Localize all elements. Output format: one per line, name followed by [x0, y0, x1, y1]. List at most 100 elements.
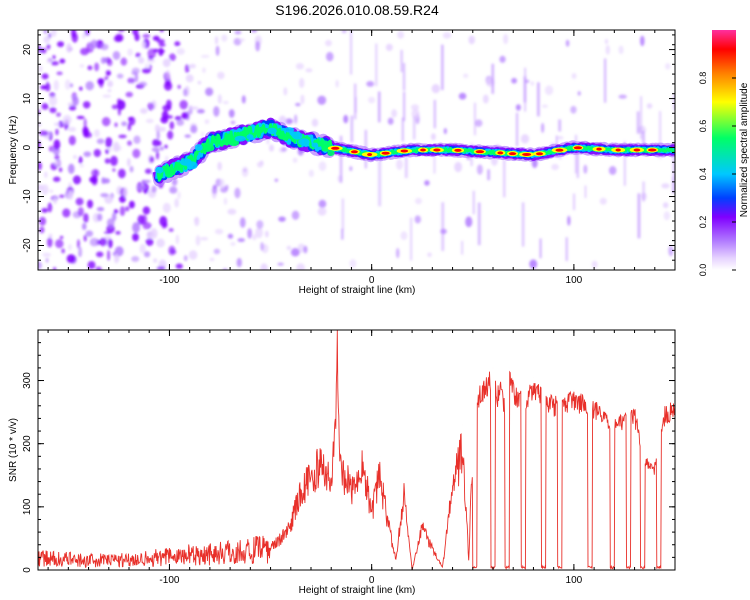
- noise-blob: [234, 187, 241, 199]
- noise-blob: [213, 106, 220, 117]
- noise-blob: [565, 39, 570, 47]
- noise-blob: [274, 178, 279, 182]
- snr-data-point: [664, 405, 665, 406]
- noise-blob: [41, 103, 49, 110]
- snr-data-point: [250, 544, 251, 545]
- ridge-blob: [194, 144, 203, 152]
- noise-blob: [414, 215, 421, 224]
- noise-blob: [97, 213, 103, 222]
- noise-blob: [78, 156, 83, 164]
- noise-blob: [147, 102, 155, 111]
- noise-blob: [138, 185, 147, 190]
- noise-blob: [53, 79, 59, 91]
- noise-blob: [325, 51, 334, 62]
- noise-blob: [194, 216, 200, 227]
- noise-blob: [424, 180, 430, 186]
- noise-blob: [112, 168, 116, 172]
- snr-data-point: [310, 456, 311, 457]
- noise-blob: [133, 135, 141, 144]
- noise-blob: [132, 148, 141, 159]
- ridge-peak-spot: [331, 146, 340, 150]
- noise-blob: [215, 45, 220, 56]
- noise-blob: [85, 230, 94, 237]
- noise-blob: [131, 67, 140, 74]
- noise-blob: [47, 237, 53, 248]
- noise-blob: [138, 81, 148, 87]
- noise-blob: [259, 160, 264, 166]
- noise-blob: [41, 184, 49, 195]
- noise-blob: [55, 128, 59, 136]
- noise-blob: [107, 89, 112, 93]
- noise-blob: [443, 128, 447, 135]
- ridge-blob: [277, 132, 288, 140]
- noise-blob: [47, 32, 52, 39]
- colorbar-tick-label: 0.2: [698, 216, 708, 229]
- noise-blob: [79, 164, 85, 168]
- noise-blob: [89, 237, 99, 247]
- noise-blob: [241, 166, 249, 178]
- noise-blob: [164, 144, 168, 149]
- noise-blob: [39, 216, 47, 226]
- noise-blob: [83, 118, 87, 129]
- ridge-blob: [298, 138, 310, 146]
- noise-blob: [156, 39, 165, 44]
- noise-blob: [223, 197, 228, 205]
- snr-data-point: [403, 475, 404, 476]
- ridge-peak-spot: [367, 153, 373, 157]
- noise-blob: [468, 35, 476, 45]
- noise-blob: [142, 34, 151, 38]
- noise-blob: [200, 54, 210, 58]
- noise-blob: [147, 48, 157, 59]
- noise-blob: [430, 133, 436, 141]
- snr-data-point: [355, 475, 356, 476]
- noise-blob: [234, 30, 242, 35]
- noise-blob: [127, 140, 132, 146]
- snr-data-point: [523, 393, 524, 394]
- noise-blob: [43, 36, 51, 44]
- noise-blob: [53, 197, 57, 205]
- noise-blob: [176, 47, 185, 55]
- noise-blob: [217, 161, 222, 171]
- snr-data-point: [513, 380, 514, 381]
- snr-data-point: [486, 374, 487, 375]
- noise-blob: [604, 38, 609, 45]
- noise-blob: [120, 57, 128, 66]
- noise-blob: [366, 81, 375, 87]
- noise-blob: [605, 44, 611, 55]
- noise-blob: [251, 30, 258, 33]
- noise-blob: [93, 148, 101, 158]
- noise-blob: [183, 255, 188, 262]
- noise-blob: [62, 114, 72, 125]
- ridge-blob: [284, 127, 295, 133]
- noise-blob: [189, 63, 196, 69]
- ridge-peak-spot: [615, 148, 621, 152]
- noise-blob: [529, 259, 538, 269]
- ridge-peak-spot: [596, 147, 602, 151]
- noise-blob: [67, 190, 74, 200]
- noise-blob: [318, 161, 327, 172]
- ridge-blob: [155, 166, 164, 174]
- noise-blob: [53, 176, 61, 182]
- snr-data-point: [432, 544, 433, 545]
- noise-blob: [82, 101, 91, 109]
- noise-blob: [139, 243, 146, 254]
- ridge-blob: [228, 139, 240, 147]
- noise-blob: [230, 120, 236, 125]
- noise-blob: [115, 230, 121, 235]
- snr-x-tick-label: 0: [369, 575, 375, 586]
- noise-blob: [72, 96, 79, 106]
- noise-blob: [162, 58, 171, 68]
- noise-blob: [551, 163, 559, 171]
- snr-x-axis: -100 0 100: [47, 330, 676, 586]
- noise-blob: [414, 197, 423, 205]
- noise-blob: [42, 252, 52, 257]
- noise-blob: [277, 262, 284, 266]
- noise-blob: [221, 34, 228, 42]
- noise-blob: [58, 167, 63, 173]
- snr-y-tick-label: 300: [22, 372, 33, 389]
- noise-blob: [68, 105, 77, 111]
- spec-x-tick-label: -100: [159, 275, 179, 286]
- noise-blob: [48, 95, 58, 107]
- noise-blob: [269, 144, 275, 152]
- noise-blob: [281, 147, 287, 152]
